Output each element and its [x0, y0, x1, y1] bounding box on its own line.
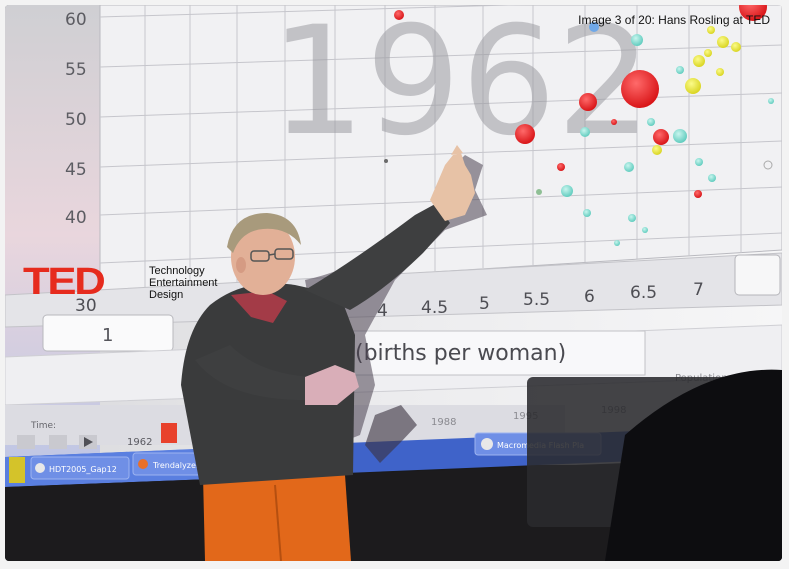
presentation-scene: 1962 60 55 50 45 40	[5, 5, 782, 561]
x-tick: 5	[479, 294, 490, 314]
year-watermark: 1962	[270, 5, 652, 169]
taskbar-item: Trendalyzer	[152, 461, 200, 470]
speaker	[181, 145, 475, 561]
hand-shadow	[365, 405, 417, 463]
x-tick: 4.5	[421, 298, 448, 318]
timeline-year: 1988	[431, 417, 456, 428]
tagline-line: Entertainment	[149, 277, 218, 289]
tagline-line: Design	[149, 289, 184, 301]
photograph: 1962 60 55 50 45 40	[5, 5, 782, 561]
ted-logo-tagline: Technology Entertainment Design	[149, 265, 217, 301]
x-axis-label: (births per woman)	[355, 341, 566, 366]
image-caption: Image 3 of 20: Hans Rosling at TED	[578, 13, 770, 27]
audience-silhouette	[605, 369, 782, 561]
x-tick: 7	[693, 280, 704, 300]
slider-value: 1	[102, 325, 113, 346]
y-tick: 50	[65, 110, 87, 130]
y-tick: 40	[65, 208, 87, 228]
y-tick: 45	[65, 160, 87, 180]
ted-logo-word: TED	[23, 261, 106, 303]
x-tick: 6	[584, 287, 595, 307]
tagline-line: Technology	[149, 265, 205, 277]
taskbar-item: HDT2005_Gap12	[49, 465, 117, 474]
x-tick: 4	[377, 301, 388, 321]
x-tick: 5.5	[523, 290, 550, 310]
x-tick: 6.5	[630, 283, 657, 303]
y-tick: 60	[65, 10, 87, 30]
bubbles	[384, 5, 774, 246]
timeline-year: 1962	[127, 437, 152, 448]
ted-logo: TED Technology Entertainment Design	[23, 263, 217, 301]
timeline-year: 1995	[513, 411, 538, 422]
time-label: Time:	[30, 421, 56, 431]
x-tick: 30	[75, 296, 97, 316]
axis-label-box	[344, 330, 646, 376]
x-axis-strip: 30 4 4.5 5 5.5 6 6.5 7	[5, 252, 782, 328]
slider-value-box	[42, 314, 174, 352]
y-tick: 55	[65, 60, 87, 80]
